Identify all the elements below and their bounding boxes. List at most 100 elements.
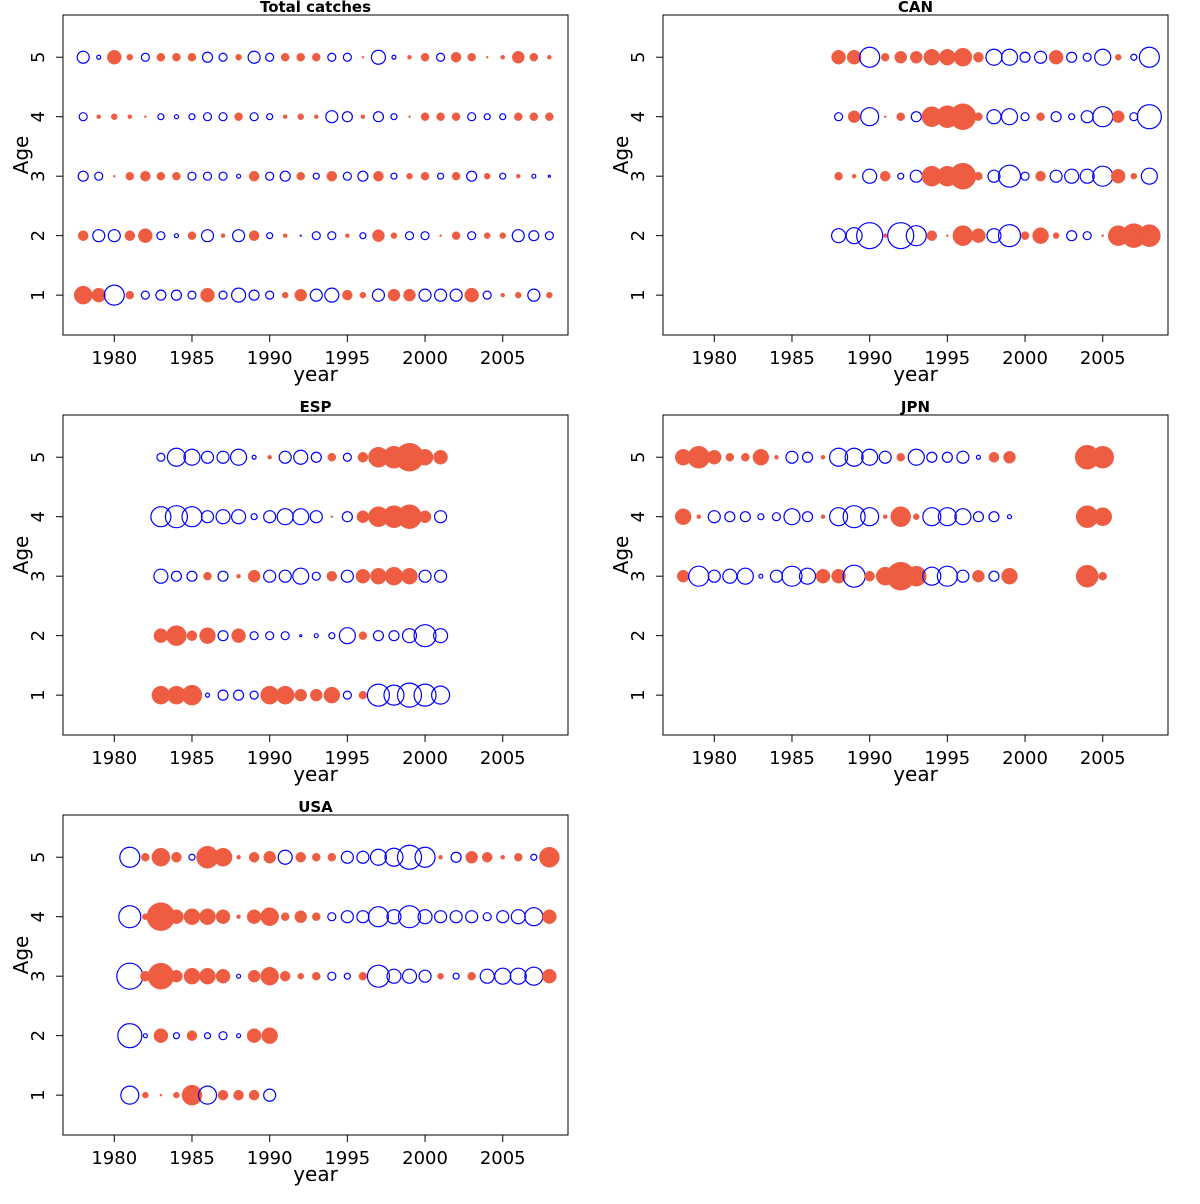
- bubble: [1091, 445, 1114, 469]
- bubble: [1093, 507, 1112, 526]
- bubble: [547, 174, 551, 178]
- bubble: [186, 630, 198, 641]
- bubble: [420, 231, 430, 241]
- bubble: [200, 287, 215, 303]
- bubble: [345, 233, 350, 238]
- bubble: [282, 233, 288, 238]
- bubble: [249, 690, 259, 700]
- bubble: [883, 115, 887, 118]
- bubble: [166, 625, 187, 646]
- bubble: [820, 514, 826, 519]
- bubble: [164, 505, 189, 529]
- bubble: [436, 172, 445, 180]
- bubble: [417, 909, 433, 925]
- bubble: [1019, 51, 1031, 63]
- y-tick-label: 4: [628, 511, 649, 522]
- bubble: [157, 113, 165, 121]
- y-tick-label: 4: [28, 511, 49, 522]
- bubble: [266, 232, 274, 240]
- bubble: [297, 972, 304, 980]
- bubble: [247, 969, 261, 983]
- x-tick-label: 1980: [91, 1148, 137, 1169]
- bubble: [954, 508, 972, 526]
- bubble: [390, 232, 398, 239]
- bubble: [293, 449, 309, 465]
- bubble: [1001, 567, 1018, 585]
- bubble: [124, 230, 136, 241]
- bubble: [203, 571, 212, 581]
- bubble: [313, 633, 319, 639]
- bubble: [433, 449, 448, 465]
- bubble: [355, 568, 371, 584]
- bubble: [218, 171, 228, 181]
- bubble: [922, 566, 942, 586]
- panel-title: Total catches: [260, 0, 371, 16]
- bubble: [435, 52, 446, 62]
- bubble: [539, 846, 560, 868]
- bubble: [482, 290, 492, 300]
- bubble: [418, 288, 432, 302]
- bubble: [913, 513, 920, 520]
- bubble: [1138, 46, 1160, 68]
- bubble: [451, 171, 461, 181]
- bubble: [842, 505, 866, 529]
- bubble: [278, 450, 292, 464]
- bubble: [384, 566, 404, 586]
- bubble: [771, 512, 782, 522]
- bubble: [801, 451, 814, 463]
- bubble: [1033, 50, 1048, 64]
- bubble: [1082, 231, 1092, 241]
- bubble: [971, 228, 986, 243]
- x-tick-label: 1990: [847, 348, 893, 369]
- bubble: [280, 912, 290, 921]
- bubble: [542, 909, 557, 924]
- bubble: [358, 690, 368, 700]
- x-tick-label: 2000: [1002, 348, 1048, 369]
- bubble: [181, 506, 203, 528]
- bubble: [1048, 49, 1064, 65]
- bubble: [119, 846, 141, 868]
- bubble: [215, 909, 231, 924]
- bubble: [1092, 165, 1114, 187]
- bubble: [465, 850, 478, 864]
- bubble: [1111, 168, 1126, 184]
- bubble: [299, 634, 303, 638]
- bubble: [294, 288, 307, 302]
- bubble: [433, 288, 448, 302]
- y-tick-label: 1: [28, 289, 49, 300]
- bubble: [882, 233, 888, 238]
- bubble: [1112, 110, 1125, 123]
- bubble: [120, 1085, 140, 1105]
- bubble: [187, 231, 197, 240]
- bubble: [907, 448, 925, 466]
- bubble: [846, 49, 862, 65]
- bubble: [263, 510, 277, 524]
- bubble: [151, 847, 171, 867]
- bubble: [511, 229, 525, 243]
- bubble: [479, 968, 495, 984]
- bubble: [261, 1027, 278, 1044]
- x-tick-label: 2000: [402, 348, 448, 369]
- bubble: [500, 54, 505, 60]
- bubble: [218, 52, 228, 62]
- x-tick-label: 1985: [169, 1148, 215, 1169]
- bubble: [1094, 48, 1112, 66]
- bubble: [325, 110, 339, 124]
- panel-title: USA: [298, 798, 333, 816]
- bubble: [78, 112, 88, 122]
- y-tick-label: 1: [28, 1089, 49, 1100]
- bubble: [834, 171, 843, 181]
- bubble: [739, 511, 751, 523]
- x-tick-label: 1995: [324, 348, 370, 369]
- bubble: [150, 506, 172, 528]
- x-axis-label: year: [293, 362, 338, 386]
- bubble: [939, 48, 956, 66]
- y-tick-label: 5: [628, 52, 649, 63]
- bubble: [340, 910, 354, 924]
- bubble: [155, 289, 167, 301]
- bubble: [183, 908, 201, 925]
- bubble: [248, 230, 260, 241]
- bubble: [485, 55, 489, 59]
- bubble: [529, 52, 539, 62]
- bubble: [923, 48, 941, 66]
